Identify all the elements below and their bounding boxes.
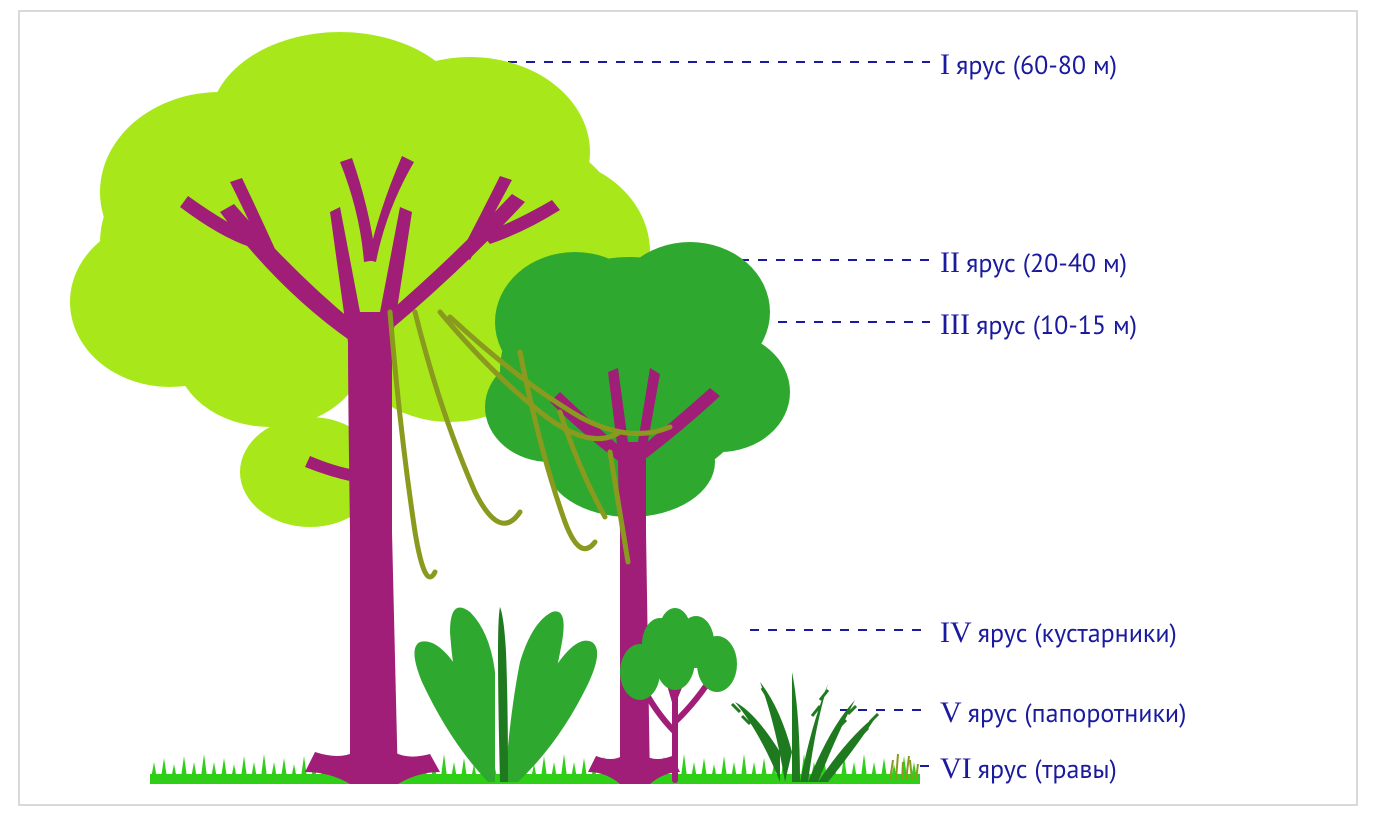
layer-label-1: I ярус (60-80 м) <box>940 48 1117 82</box>
layer-label-2: II ярус (20-40 м) <box>940 246 1127 280</box>
layer-desc: ярус (10-15 м) <box>976 309 1137 342</box>
layer-roman: III <box>940 308 970 342</box>
layer-roman: IV <box>940 616 972 650</box>
layer-desc: ярус (кустарники) <box>978 617 1177 650</box>
layer-label-5: V ярус (папоротники) <box>940 696 1186 730</box>
layer-label-4: IV ярус (кустарники) <box>940 616 1177 650</box>
shrub-banana <box>414 607 597 782</box>
layer-roman: I <box>940 48 950 82</box>
layer-desc: ярус (папоротники) <box>968 697 1187 730</box>
layer-roman: VI <box>940 752 972 786</box>
layer-roman: V <box>940 696 962 730</box>
forest-layers-diagram <box>20 12 1360 808</box>
layer-desc: ярус (20-40 м) <box>966 247 1127 280</box>
layer-label-6: VI ярус (травы) <box>940 752 1117 786</box>
layer-label-3: III ярус (10-15 м) <box>940 308 1137 342</box>
layer-roman: II <box>940 246 960 280</box>
layer-desc: ярус (травы) <box>978 753 1117 786</box>
diagram-frame: I ярус (60-80 м) II ярус (20-40 м) III я… <box>18 10 1358 806</box>
layer-desc: ярус (60-80 м) <box>956 49 1117 82</box>
